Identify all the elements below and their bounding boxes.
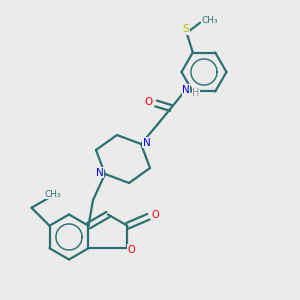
- Text: H: H: [192, 88, 200, 98]
- Text: CH₃: CH₃: [45, 190, 61, 199]
- Text: N: N: [182, 85, 190, 95]
- Text: O: O: [144, 97, 153, 107]
- Text: N: N: [142, 137, 150, 148]
- Text: CH₃: CH₃: [202, 16, 218, 25]
- Text: O: O: [127, 245, 135, 255]
- Text: O: O: [151, 210, 159, 220]
- Text: S: S: [183, 24, 190, 34]
- Text: N: N: [96, 167, 104, 178]
